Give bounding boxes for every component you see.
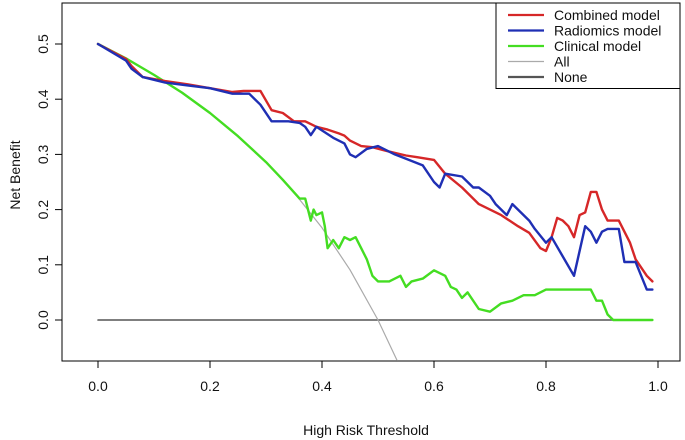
- legend-label: Radiomics model: [554, 23, 661, 39]
- x-tick-label: 0.4: [312, 378, 332, 394]
- x-tick-label: 0.8: [536, 378, 556, 394]
- y-tick-label: 0.0: [35, 310, 51, 330]
- x-tick-label: 0.2: [200, 378, 220, 394]
- y-tick-label: 0.2: [35, 200, 51, 220]
- x-axis-title: High Risk Threshold: [303, 422, 429, 438]
- y-tick-label: 0.3: [35, 144, 51, 164]
- plot-frame: [61, 2, 681, 362]
- legend-label: Combined model: [554, 7, 660, 23]
- series-line-clinical-model: [96, 42, 654, 322]
- series-line-radiomics-model: [96, 42, 654, 291]
- legend-label: None: [554, 69, 588, 85]
- series-layer: [96, 42, 654, 361]
- legend-label: Clinical model: [554, 38, 641, 54]
- y-axis-title: Net Benefit: [7, 140, 23, 209]
- x-tick-label: 0.6: [424, 378, 444, 394]
- y-tick-label: 0.4: [35, 89, 51, 109]
- axes: 0.0 0.2 0.4 0.6 0.8 1.0 0.0 0.1 0.2 0.3 0.4 0.5: [35, 2, 681, 394]
- series-line-combined-model: [96, 42, 654, 283]
- x-tick-label: 1.0: [648, 378, 668, 394]
- legend-label: All: [554, 54, 570, 70]
- x-tick-label: 0.0: [88, 378, 108, 394]
- y-tick-label: 0.5: [35, 34, 51, 54]
- y-tick-label: 0.1: [35, 255, 51, 275]
